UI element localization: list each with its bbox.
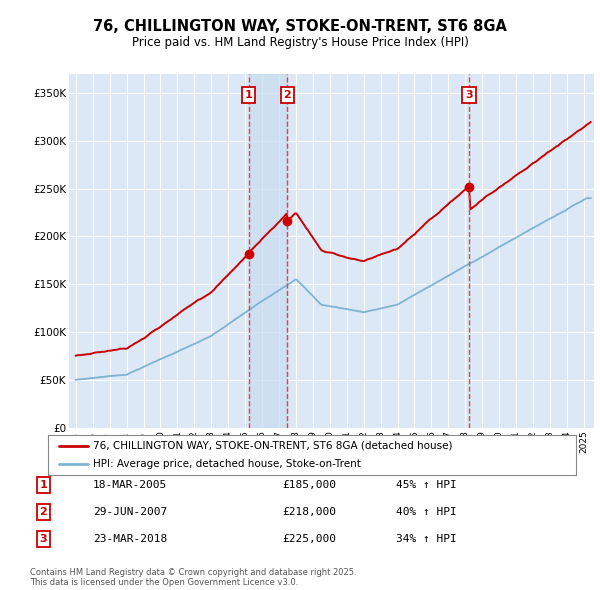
Text: £218,000: £218,000 — [282, 507, 336, 517]
Text: £225,000: £225,000 — [282, 535, 336, 544]
Text: 2: 2 — [40, 507, 47, 517]
Text: HPI: Average price, detached house, Stoke-on-Trent: HPI: Average price, detached house, Stok… — [93, 459, 361, 469]
Text: 40% ↑ HPI: 40% ↑ HPI — [396, 507, 457, 517]
Text: 76, CHILLINGTON WAY, STOKE-ON-TRENT, ST6 8GA (detached house): 76, CHILLINGTON WAY, STOKE-ON-TRENT, ST6… — [93, 441, 452, 451]
Text: 23-MAR-2018: 23-MAR-2018 — [93, 535, 167, 544]
Text: 1: 1 — [40, 480, 47, 490]
Text: 1: 1 — [245, 90, 253, 100]
Text: £185,000: £185,000 — [282, 480, 336, 490]
Text: 29-JUN-2007: 29-JUN-2007 — [93, 507, 167, 517]
Text: 76, CHILLINGTON WAY, STOKE-ON-TRENT, ST6 8GA: 76, CHILLINGTON WAY, STOKE-ON-TRENT, ST6… — [93, 19, 507, 34]
Text: Contains HM Land Registry data © Crown copyright and database right 2025.
This d: Contains HM Land Registry data © Crown c… — [30, 568, 356, 587]
Text: 45% ↑ HPI: 45% ↑ HPI — [396, 480, 457, 490]
Bar — [248, 74, 287, 428]
Text: 18-MAR-2005: 18-MAR-2005 — [93, 480, 167, 490]
Text: 3: 3 — [40, 535, 47, 544]
Text: Price paid vs. HM Land Registry's House Price Index (HPI): Price paid vs. HM Land Registry's House … — [131, 36, 469, 49]
Text: 3: 3 — [465, 90, 473, 100]
Text: 2: 2 — [283, 90, 291, 100]
Text: 34% ↑ HPI: 34% ↑ HPI — [396, 535, 457, 544]
